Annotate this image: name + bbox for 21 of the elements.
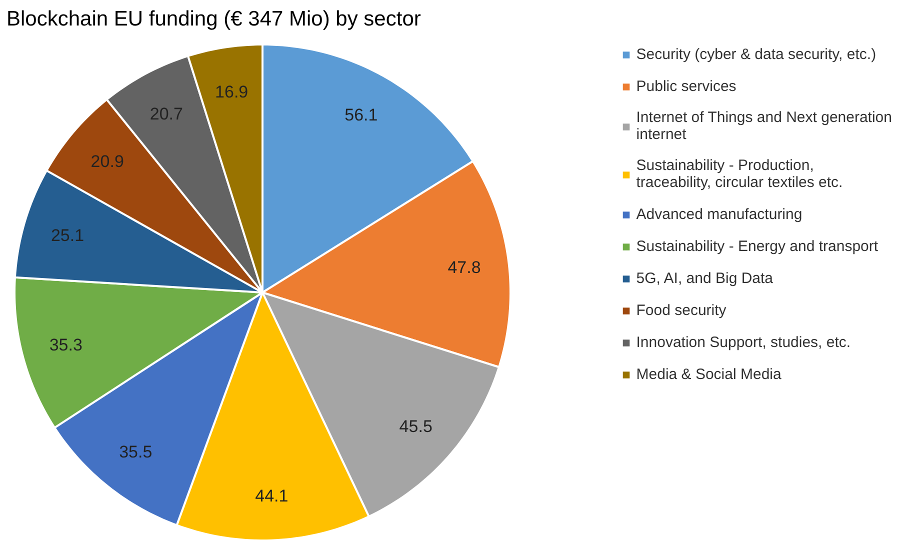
data-label: 45.5 [399, 417, 432, 436]
chart-title: Blockchain EU funding (€ 347 Mio) by sector [6, 8, 421, 30]
data-label: 25.1 [50, 226, 84, 245]
data-label: 16.9 [215, 82, 248, 102]
data-label: 47.8 [448, 258, 481, 277]
data-label: 20.7 [150, 104, 183, 124]
legend-label: Food security [636, 301, 726, 319]
legend-label: Advanced manufacturing [636, 205, 802, 223]
legend-label: Innovation Support, studies, etc. [636, 333, 851, 351]
data-label: 35.3 [49, 335, 82, 354]
data-label: 44.1 [255, 486, 288, 506]
legend-label: 5G, AI, and Big Data [636, 269, 774, 287]
legend-label: Security (cyber & data security, etc.) [636, 45, 876, 63]
legend-label: Sustainability - Energy and transport [636, 237, 878, 255]
legend-label: Media & Social Media [636, 365, 782, 383]
data-label: 20.9 [90, 152, 124, 172]
legend-label: Public services [636, 77, 736, 95]
legend-label: Internet of Things and Next generation internet [636, 109, 892, 143]
data-label: 35.5 [119, 442, 152, 462]
legend-label: Sustainability - Production, traceability, circular textiles etc. [636, 157, 843, 191]
data-label: 56.1 [344, 106, 378, 125]
